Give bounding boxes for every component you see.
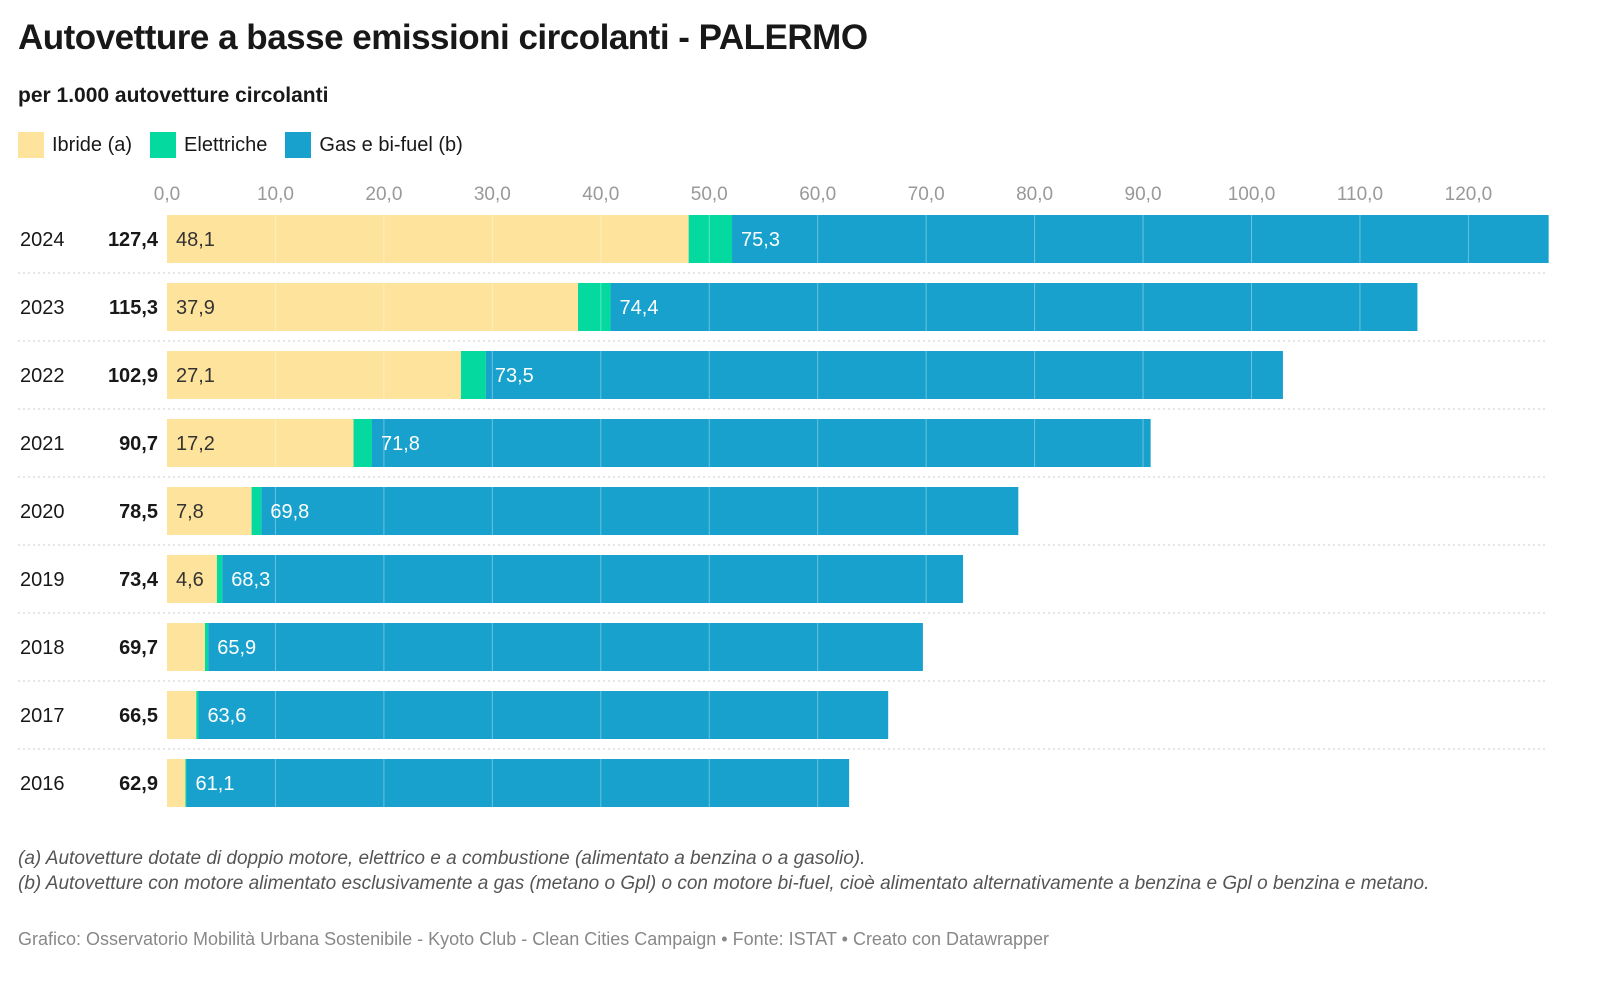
bar-elettriche [578, 283, 611, 331]
year-label: 2017 [20, 705, 65, 727]
bar-elettriche [204, 623, 209, 671]
bar-value-label: 48,1 [176, 229, 215, 251]
bar-ibride [167, 487, 252, 535]
x-tick-label: 110,0 [1337, 184, 1383, 205]
x-tick-label: 50,0 [691, 184, 728, 205]
year-label: 2016 [20, 773, 65, 795]
bar-value-label: 65,9 [217, 637, 256, 659]
year-label: 2023 [20, 297, 65, 319]
legend-label-gas: Gas e bi-fuel (b) [319, 133, 463, 156]
chart-subtitle: per 1.000 autovetture circolanti [18, 84, 329, 107]
bar-value-label: 73,5 [495, 365, 534, 387]
bar-elettriche [185, 759, 187, 807]
bar-value-label: 74,4 [620, 297, 659, 319]
bar-elettriche [196, 691, 199, 739]
bar-value-label: 63,6 [207, 705, 246, 727]
bar-ibride [167, 215, 689, 263]
bar-elettriche [353, 419, 372, 467]
x-tick-label: 20,0 [365, 184, 402, 205]
legend: Ibride (a) Elettriche Gas e bi-fuel (b) [18, 132, 463, 158]
footnotes: (a) Autovetture dotate di doppio motore,… [18, 846, 1538, 896]
legend-swatch-elettriche [150, 132, 177, 158]
bar-gas [198, 691, 889, 739]
x-tick-label: 120,0 [1445, 184, 1493, 205]
year-label: 2022 [20, 365, 65, 387]
total-label: 73,4 [119, 569, 159, 591]
legend-label-elettriche: Elettriche [184, 133, 268, 156]
bar-value-label: 69,8 [270, 501, 309, 523]
chart-title: Autovetture a basse emissioni circolanti… [18, 18, 868, 57]
bar-elettriche [216, 555, 223, 603]
bar-ibride [167, 419, 354, 467]
legend-label-ibride: Ibride (a) [52, 133, 133, 156]
year-label: 2019 [20, 569, 65, 591]
bar-value-label: 68,3 [231, 569, 270, 591]
total-label: 69,7 [119, 637, 158, 659]
year-label: 2020 [20, 501, 65, 523]
legend-item-elettriche: Elettriche [150, 132, 267, 158]
total-label: 66,5 [119, 705, 158, 727]
total-label: 102,9 [108, 365, 158, 387]
bar-value-label: 75,3 [741, 229, 780, 251]
bar-elettriche [251, 487, 262, 535]
bar-gas [610, 283, 1418, 331]
bar-ibride [167, 283, 579, 331]
bar-ibride [167, 555, 217, 603]
source-footer: Grafico: Osservatorio Mobilità Urbana So… [18, 929, 1050, 949]
x-tick-label: 70,0 [908, 184, 945, 205]
bar-ibride [167, 759, 186, 807]
legend-item-ibride: Ibride (a) [18, 132, 132, 158]
bar-ibride [167, 623, 205, 671]
bar-gas [222, 555, 964, 603]
bar-value-label: 17,2 [176, 433, 215, 455]
bar-value-label: 61,1 [196, 773, 235, 795]
total-label: 62,9 [119, 773, 158, 795]
bar-elettriche [460, 351, 486, 399]
bar-chart: 0,0 10,0 20,0 30,0 40,0 50,0 60,0 70,0 80,0 90,0 1… [18, 184, 1549, 807]
bar-gas [732, 215, 1549, 263]
total-label: 115,3 [109, 297, 158, 319]
legend-item-gas: Gas e bi-fuel (b) [285, 132, 463, 158]
legend-swatch-gas [285, 132, 312, 158]
bar-elettriche [688, 215, 733, 263]
bar-value-label: 71,8 [381, 433, 420, 455]
bar-gas [485, 351, 1283, 399]
year-label: 2021 [20, 433, 65, 455]
bar-value-label: 27,1 [176, 365, 215, 387]
bar-gas [208, 623, 923, 671]
bar-gas [186, 759, 850, 807]
x-tick-label: 40,0 [582, 184, 619, 205]
legend-swatch-ibride [18, 132, 44, 158]
x-tick-label: 80,0 [1016, 184, 1053, 205]
bar-value-label: 7,8 [176, 501, 204, 523]
bar-value-label: 37,9 [176, 297, 215, 319]
bar-gas [371, 419, 1151, 467]
bar-ibride [167, 691, 197, 739]
total-label: 78,5 [119, 501, 158, 523]
total-label: 90,7 [119, 433, 158, 455]
note-a: (a) Autovetture dotate di doppio motore,… [18, 848, 866, 869]
bar-value-label: 4,6 [176, 569, 204, 591]
note-b: (b) Autovetture con motore alimentato es… [18, 873, 1430, 894]
x-tick-label: 90,0 [1125, 184, 1162, 205]
year-label: 2018 [20, 637, 65, 659]
total-label: 127,4 [108, 229, 159, 251]
x-tick-label: 100,0 [1228, 184, 1276, 205]
x-tick-label: 60,0 [799, 184, 836, 205]
bar-gas [261, 487, 1019, 535]
x-tick-label: 30,0 [474, 184, 511, 205]
year-label: 2024 [20, 229, 65, 251]
x-tick-label: 0,0 [154, 184, 180, 205]
bar-ibride [167, 351, 461, 399]
x-tick-label: 10,0 [257, 184, 294, 205]
